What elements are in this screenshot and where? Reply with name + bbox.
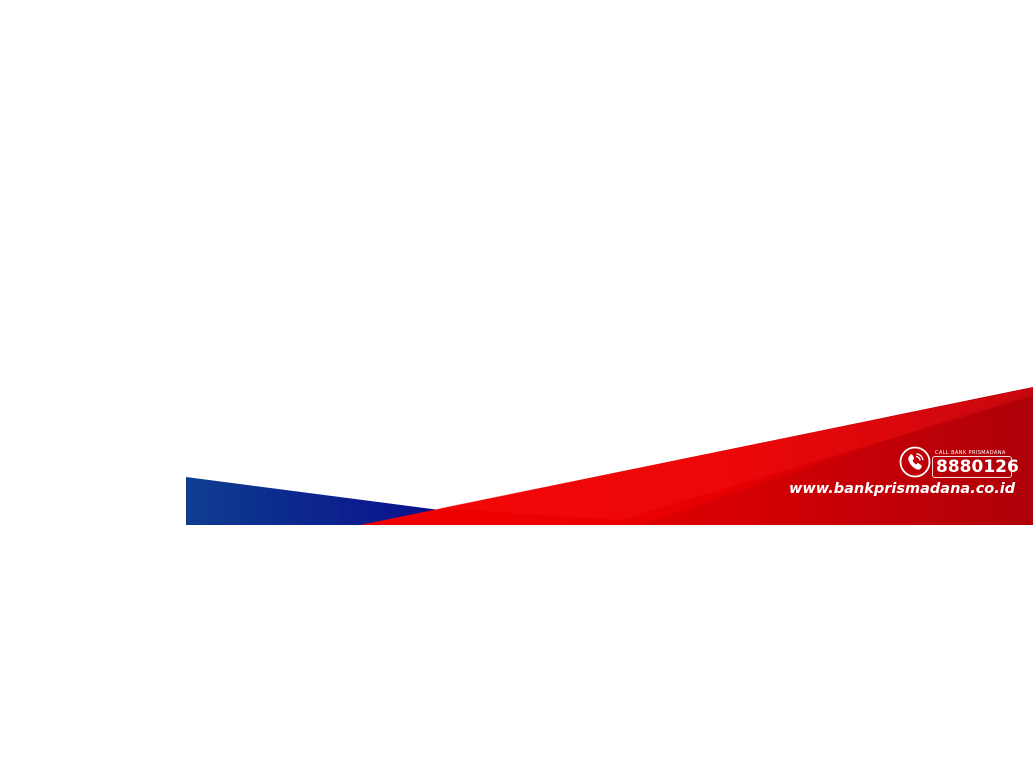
website-url: www.bankprismadana.co.id — [789, 481, 1016, 497]
red-facet-light — [440, 388, 1033, 520]
red-facet-dark — [640, 390, 1033, 525]
blue-wedge — [186, 477, 455, 525]
phone-icon — [899, 446, 931, 478]
call-center-badge: CALL BANK PRISMADANA 8880126 — [899, 446, 1019, 480]
call-label: CALL BANK PRISMADANA — [935, 450, 1006, 456]
phone-number: 8880126 — [932, 456, 1019, 478]
